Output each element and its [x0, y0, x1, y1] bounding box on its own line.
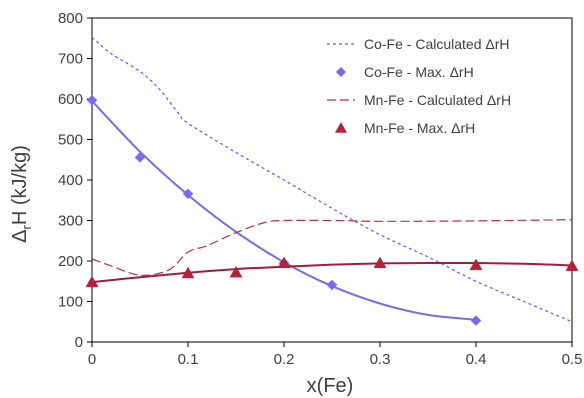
data-point-diamond [326, 279, 338, 291]
legend: Co-Fe - Calculated ΔrH Co-Fe - Max. ΔrH Mn… [327, 36, 511, 136]
plot-frame [91, 17, 573, 343]
legend-label: Co-Fe - Calculated ΔrH [364, 36, 510, 52]
y-axis-title: ΔrH (kJ/kg) [9, 145, 34, 243]
y-tick-label: 700 [58, 51, 83, 68]
legend-label: Mn-Fe - Calculated ΔrH [364, 92, 511, 108]
y-tick-label: 400 [58, 172, 83, 189]
trend-line-5 [91, 261, 573, 284]
data-point-triangle [469, 258, 483, 271]
legend-swatch-diamond [336, 67, 346, 77]
data-point-diamond [134, 151, 146, 163]
y-tick-label: 100 [58, 294, 83, 311]
y-axis-title-rest: H (kJ/kg) [9, 145, 31, 225]
x-tick-label: 0.3 [370, 351, 391, 368]
legend-label: Co-Fe - Max. ΔrH [364, 64, 474, 80]
y-tick-label: 500 [58, 132, 83, 149]
axis-ticks: 0 100 200 300 400 500 600 700 800 0 0.1 0.2 0.3 0.4 0.… [58, 10, 582, 368]
data-point-diamond [86, 94, 98, 106]
legend-label: Mn-Fe - Max. ΔrH [364, 120, 475, 136]
data-point-triangle [85, 275, 99, 288]
y-tick-label: 300 [58, 213, 83, 230]
data-point-triangle [277, 256, 291, 269]
x-tick-label: 0.5 [562, 351, 583, 368]
x-tick-label: 0.1 [178, 351, 199, 368]
y-axis-title-main: Δ [9, 229, 31, 242]
data-point-triangle [181, 266, 195, 279]
data-point-triangle [373, 256, 387, 269]
y-tick-label: 800 [58, 10, 83, 27]
data-point-triangle [565, 259, 579, 271]
x-tick-label: 0 [88, 351, 96, 368]
data-point-diamond [182, 188, 194, 200]
data-point-triangle [229, 265, 243, 278]
y-tick-label: 600 [58, 91, 83, 108]
x-tick-label: 0.4 [466, 351, 487, 368]
y-tick-label: 0 [75, 334, 83, 351]
plot-area-border [91, 17, 573, 343]
series-group [85, 36, 579, 326]
legend-swatch-triangle [335, 122, 347, 133]
y-axis-title-subscript: r [19, 224, 34, 229]
y-tick-label: 200 [58, 253, 83, 270]
x-axis-title: x(Fe) [307, 375, 354, 397]
series-line-0 [91, 36, 573, 323]
series-line-3 [91, 219, 573, 276]
x-tick-label: 0.2 [274, 351, 295, 368]
data-point-diamond [470, 315, 482, 326]
